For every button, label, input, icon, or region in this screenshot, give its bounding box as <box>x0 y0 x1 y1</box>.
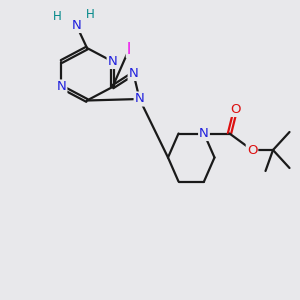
Text: N: N <box>72 19 81 32</box>
Text: N: N <box>129 67 138 80</box>
Text: N: N <box>57 80 66 94</box>
Text: N: N <box>199 127 209 140</box>
Text: N: N <box>108 55 117 68</box>
Text: H: H <box>85 8 94 22</box>
Text: O: O <box>230 103 241 116</box>
Text: I: I <box>127 42 131 57</box>
Text: N: N <box>135 92 144 106</box>
Text: O: O <box>247 143 257 157</box>
Text: H: H <box>52 10 62 23</box>
